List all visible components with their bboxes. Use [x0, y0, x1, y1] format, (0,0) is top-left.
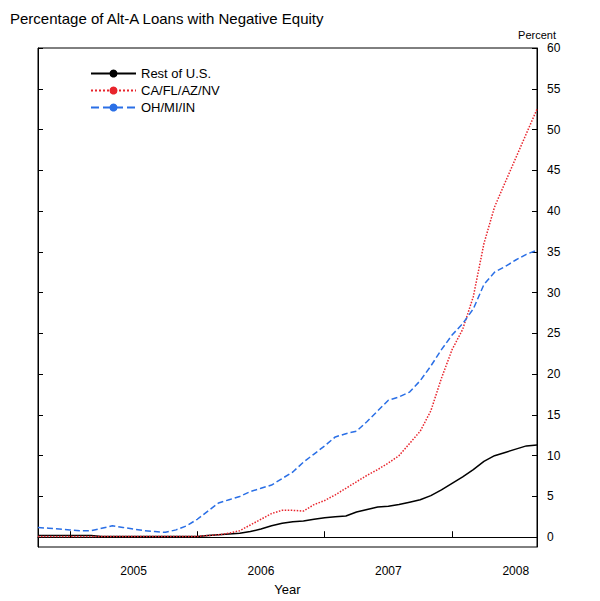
svg-text:30: 30 [547, 286, 561, 300]
svg-text:20: 20 [547, 367, 561, 381]
svg-text:45: 45 [547, 163, 561, 177]
svg-text:35: 35 [547, 245, 561, 259]
svg-text:OH/MI/IN: OH/MI/IN [141, 100, 195, 115]
svg-text:Year: Year [274, 582, 301, 597]
svg-text:Percentage of Alt-A Loans with: Percentage of Alt-A Loans with Negative … [10, 10, 324, 27]
svg-text:15: 15 [547, 408, 561, 422]
svg-text:10: 10 [547, 449, 561, 463]
svg-text:40: 40 [547, 204, 561, 218]
svg-text:5: 5 [547, 489, 554, 503]
svg-text:25: 25 [547, 326, 561, 340]
svg-text:Percent: Percent [518, 29, 556, 41]
svg-text:Rest of U.S.: Rest of U.S. [141, 66, 211, 81]
svg-text:2006: 2006 [248, 564, 275, 578]
svg-text:60: 60 [547, 41, 561, 55]
svg-text:CA/FL/AZ/NV: CA/FL/AZ/NV [141, 83, 220, 98]
svg-text:2008: 2008 [502, 564, 529, 578]
svg-text:2005: 2005 [120, 564, 147, 578]
svg-text:2007: 2007 [375, 564, 402, 578]
svg-text:50: 50 [547, 123, 561, 137]
svg-text:0: 0 [547, 530, 554, 544]
svg-text:55: 55 [547, 82, 561, 96]
